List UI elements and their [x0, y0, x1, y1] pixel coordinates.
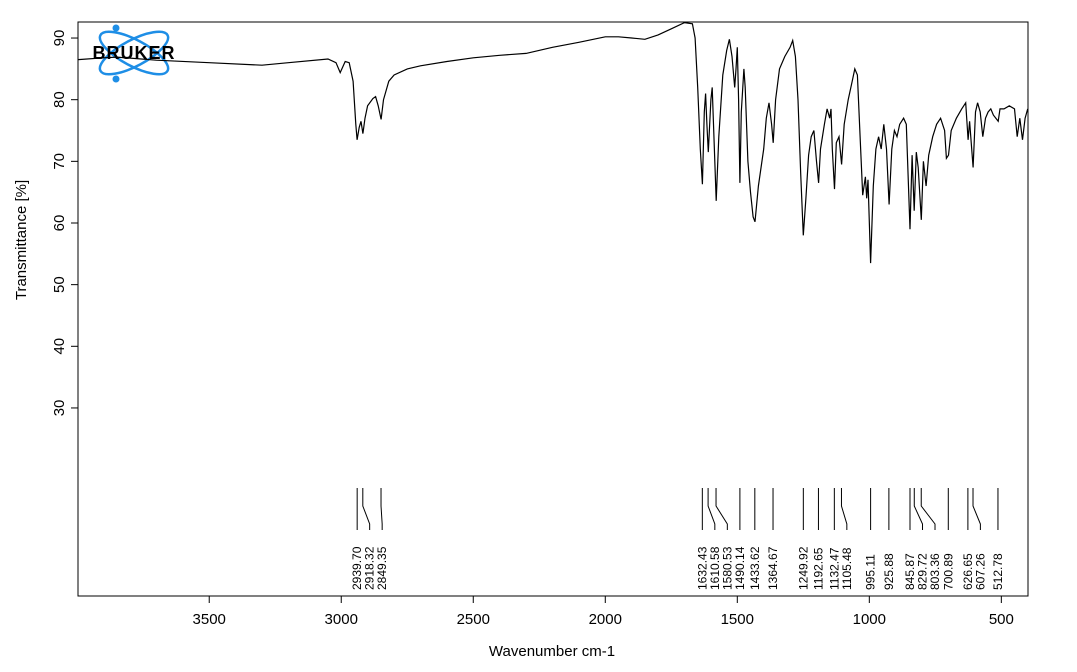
peak-label: 512.78 [991, 553, 1005, 590]
logo-text: BRUKER [92, 43, 175, 63]
y-tick-label: 50 [51, 276, 68, 293]
peak-label: 925.88 [882, 553, 896, 590]
y-tick-label: 70 [51, 153, 68, 170]
peak-marker [920, 488, 936, 530]
peak-label: 1433.62 [748, 546, 762, 590]
peak-marker [840, 488, 848, 530]
x-tick-label: 1500 [721, 611, 754, 628]
peak-marker [715, 488, 728, 530]
peak-label: 1632.43 [695, 546, 709, 590]
plot-frame [77, 21, 1029, 597]
peak-label: 1580.53 [720, 546, 734, 590]
peak-label: 1105.48 [840, 547, 854, 590]
x-tick-label: 2500 [457, 611, 490, 628]
peak-label: 1192.65 [811, 547, 825, 590]
y-tick-label: 30 [51, 400, 68, 417]
y-axis-label: Transmittance [%] [13, 180, 30, 300]
peak-marker [380, 488, 383, 530]
peak-label: 829.72 [916, 553, 930, 590]
y-tick-label: 90 [51, 30, 68, 47]
y-tick-label: 60 [51, 215, 68, 232]
peak-label: 626.65 [961, 553, 975, 590]
peak-label: 1610.58 [708, 546, 722, 590]
peak-label: 1132.47 [827, 547, 841, 590]
x-axis-label: Wavenumber cm-1 [489, 643, 615, 660]
y-tick-label: 80 [51, 91, 68, 108]
x-tick-label: 3000 [325, 611, 358, 628]
x-tick-label: 1000 [853, 611, 886, 628]
peak-label: 2939.70 [350, 546, 364, 590]
peak-label: 2849.35 [375, 546, 389, 590]
peak-label: 995.11 [864, 554, 878, 590]
peak-marker [707, 488, 716, 530]
peak-marker [362, 488, 371, 530]
peak-marker [972, 488, 981, 530]
peak-label: 803.36 [928, 553, 942, 590]
peak-label: 845.87 [903, 553, 917, 590]
peak-label: 700.89 [941, 553, 955, 590]
y-tick-label: 40 [51, 338, 68, 355]
peak-label: 607.26 [973, 553, 987, 590]
peak-label: 1490.14 [733, 546, 747, 590]
peak-marker [913, 488, 924, 530]
x-tick-label: 3500 [193, 611, 226, 628]
peak-label: 1249.92 [796, 546, 810, 590]
x-tick-label: 500 [989, 611, 1014, 628]
peak-label: 2918.32 [363, 546, 377, 590]
peak-label: 1364.67 [766, 546, 780, 590]
spectrum-line [78, 21, 1029, 264]
logo: BRUKER [92, 24, 175, 83]
x-tick-label: 2000 [589, 611, 622, 628]
